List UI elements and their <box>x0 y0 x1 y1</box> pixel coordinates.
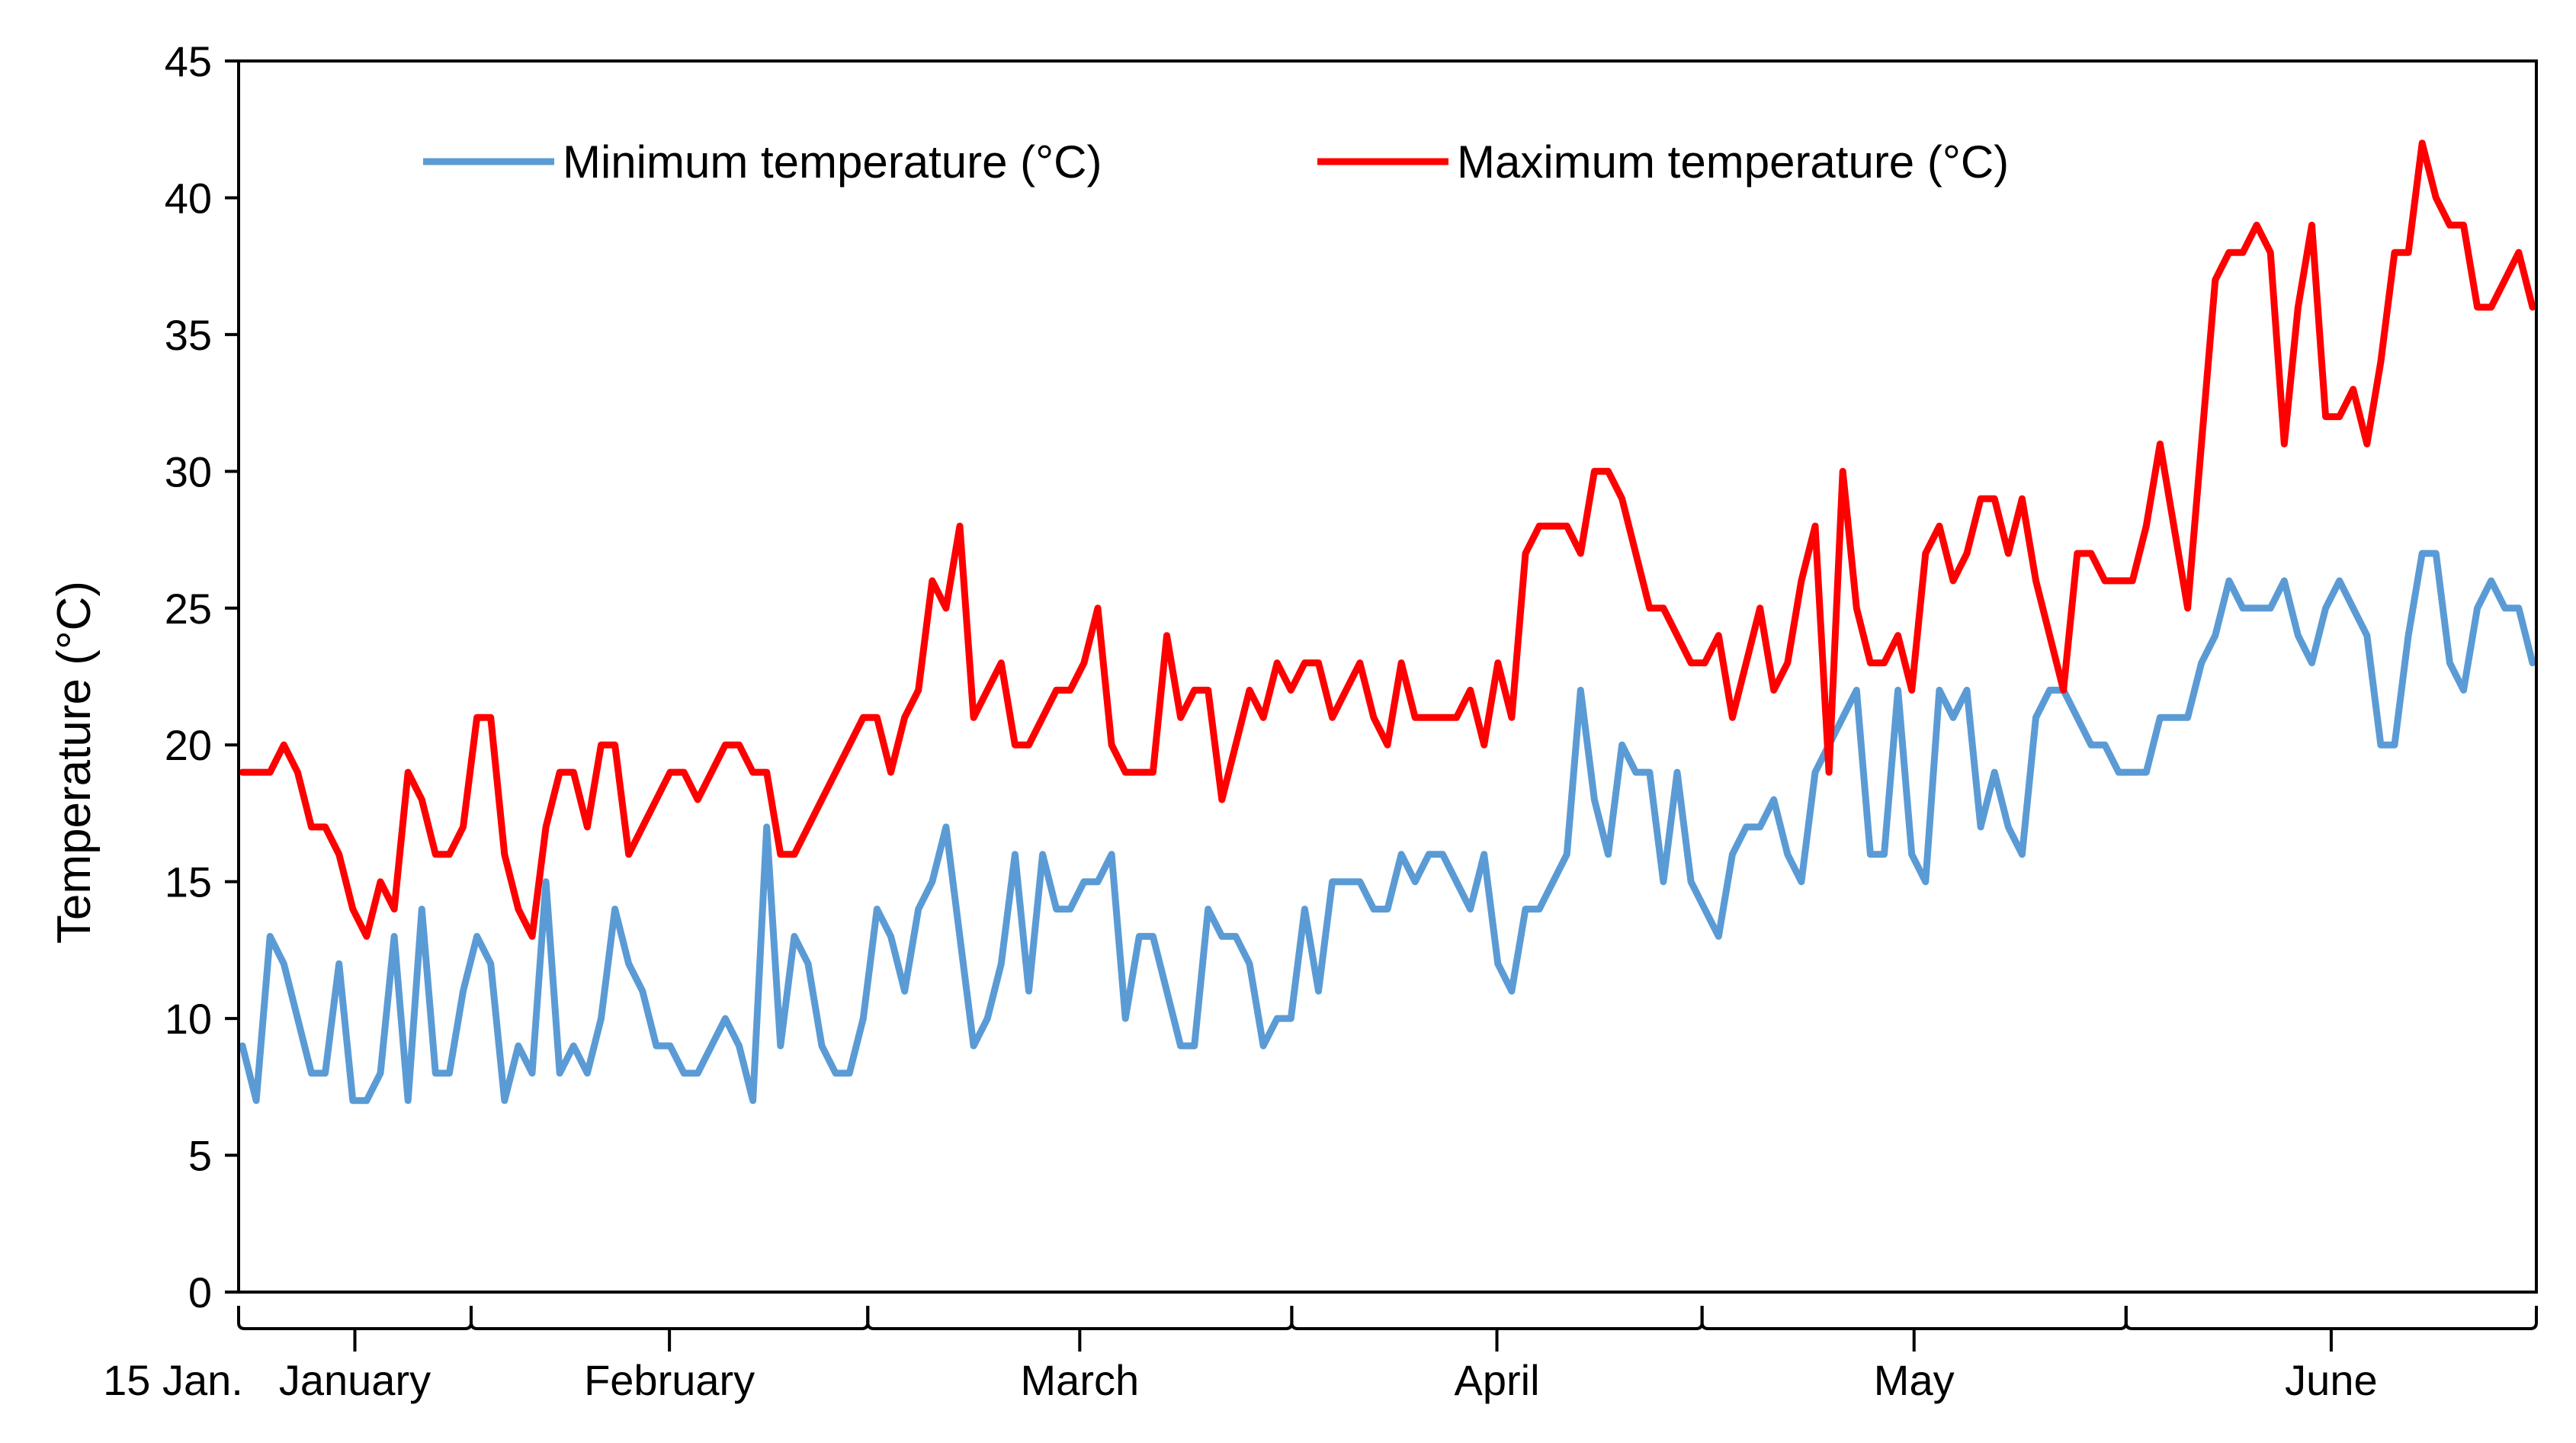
series-line <box>239 139 2536 940</box>
month-bracket <box>2124 1306 2538 1352</box>
month-label: March <box>1021 1356 1140 1404</box>
y-axis-ticks: 0 5 10 15 20 25 30 35 40 45 <box>165 37 239 1316</box>
y-tick-label: 20 <box>165 721 212 769</box>
month-label: January <box>279 1356 431 1404</box>
series-lines <box>239 139 2536 1105</box>
legend-label-minimum: Minimum temperature (°C) <box>563 136 1102 188</box>
series-line <box>239 550 2536 1105</box>
y-tick-label: 30 <box>165 447 212 495</box>
y-tick-label: 15 <box>165 858 212 906</box>
legend-label-maximum: Maximum temperature (°C) <box>1457 136 2009 188</box>
y-axis-title: Temperature (°C) <box>48 581 101 944</box>
month-label: April <box>1455 1356 1540 1404</box>
x-start-label: 15 Jan. <box>103 1356 243 1404</box>
month-label: June <box>2285 1356 2377 1404</box>
y-tick-label: 5 <box>188 1132 212 1180</box>
y-tick-label: 35 <box>165 311 212 359</box>
y-tick-label: 25 <box>165 585 212 633</box>
legend: Minimum temperature (°C) Maximum tempera… <box>423 136 2009 188</box>
y-tick-label: 0 <box>188 1268 212 1316</box>
y-tick-label: 40 <box>165 174 212 222</box>
month-label: February <box>584 1356 755 1404</box>
month-label: May <box>1874 1356 1955 1404</box>
y-tick-label: 10 <box>165 995 212 1043</box>
plot-frame <box>237 59 2538 1294</box>
y-tick-label: 45 <box>165 37 212 85</box>
month-brackets: January February March April May June <box>237 1306 2538 1404</box>
